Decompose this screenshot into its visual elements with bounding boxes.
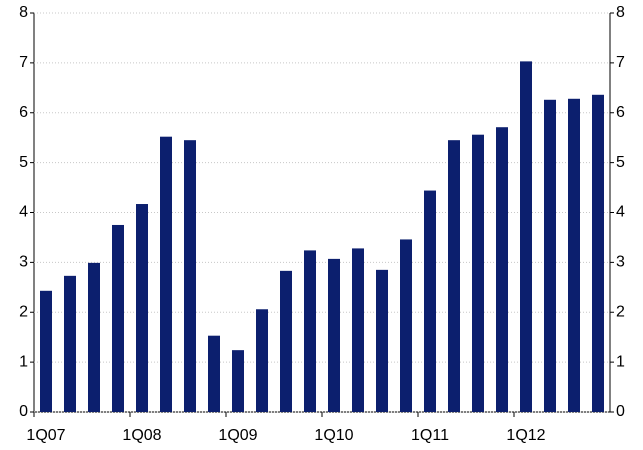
bar [208, 335, 220, 412]
y-tick-label: 7 [19, 54, 28, 71]
x-tick-label: 1Q12 [506, 427, 545, 444]
bar [136, 204, 148, 412]
y2-tick-label: 6 [616, 104, 625, 121]
y2-tick-label: 0 [616, 403, 625, 420]
y2-tick-label: 1 [616, 353, 625, 370]
bar [352, 248, 364, 412]
bar [520, 61, 532, 412]
bar [304, 250, 316, 412]
bar [544, 99, 556, 412]
y2-tick-label: 2 [616, 303, 625, 320]
x-tick-label: 1Q10 [314, 427, 353, 444]
bar [328, 258, 340, 412]
bar [592, 94, 604, 413]
y-tick-label: 5 [19, 154, 28, 171]
bar [88, 262, 100, 412]
bar [400, 239, 412, 412]
bar [496, 127, 508, 413]
y-tick-label: 3 [19, 254, 28, 271]
bar [112, 224, 124, 412]
y2-tick-label: 4 [616, 204, 625, 221]
bar [568, 98, 580, 412]
bar [184, 140, 196, 412]
y-tick-label: 8 [19, 4, 28, 21]
bar [232, 350, 244, 412]
y2-tick-label: 7 [616, 54, 625, 71]
bar [424, 190, 436, 412]
y-tick-label: 6 [19, 104, 28, 121]
bar [40, 290, 52, 412]
y2-tick-label: 3 [616, 254, 625, 271]
bar [64, 275, 76, 412]
y-tick-label: 2 [19, 303, 28, 320]
y-tick-label: 0 [19, 403, 28, 420]
x-tick-label: 1Q07 [26, 427, 65, 444]
bar [448, 140, 460, 412]
bar [472, 134, 484, 412]
y-tick-label: 1 [19, 353, 28, 370]
x-tick-label: 1Q11 [411, 427, 449, 444]
x-tick-label: 1Q08 [122, 427, 161, 444]
bar [160, 136, 172, 412]
y2-tick-label: 5 [616, 154, 625, 171]
bar [280, 270, 292, 412]
x-tick-label: 1Q09 [218, 427, 257, 444]
y-tick-label: 4 [19, 204, 28, 221]
bar [376, 269, 388, 412]
bar [256, 309, 268, 412]
y2-tick-label: 8 [616, 4, 625, 21]
